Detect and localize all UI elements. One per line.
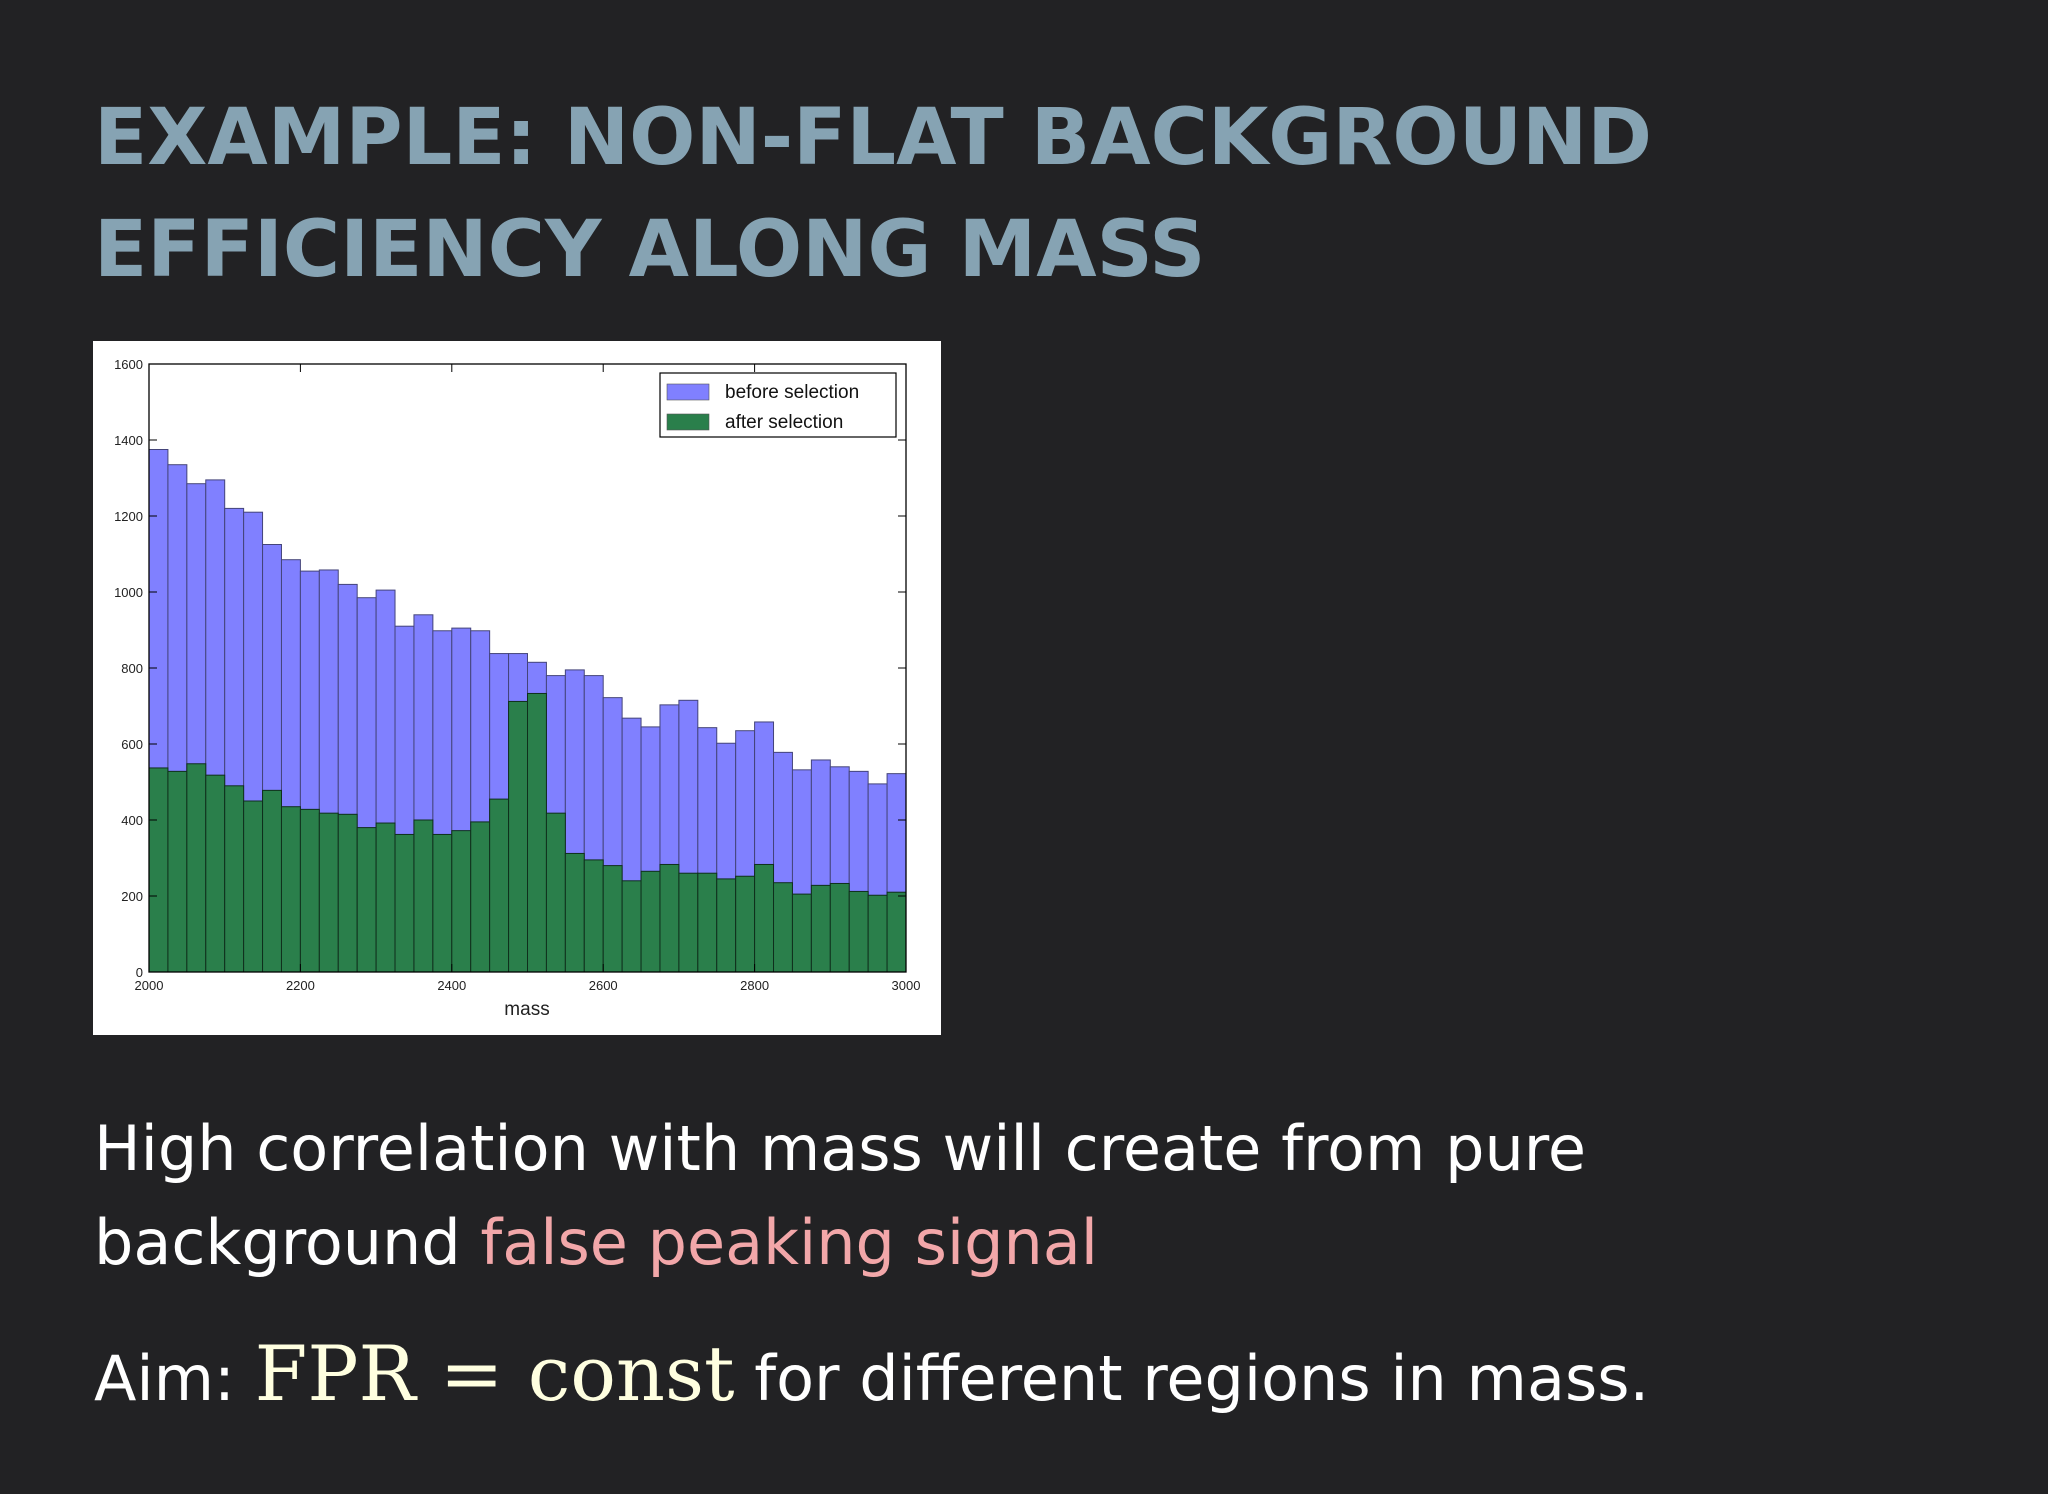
bar-after-11 [356, 827, 377, 973]
y-tick-label: 800 [121, 661, 143, 676]
x-tick-label: 2600 [589, 978, 618, 993]
body-line-2-prefix: background [94, 1206, 481, 1279]
y-tick-label: 1000 [114, 585, 143, 600]
math-const: const [527, 1329, 735, 1418]
y-tick-label: 400 [121, 813, 143, 828]
chart-legend: before selection after selection [659, 372, 897, 438]
highlight-false-peaking: false peaking signal [480, 1206, 1098, 1279]
bar-after-14 [413, 819, 434, 973]
bar-after-7 [280, 806, 301, 973]
bar-after-25 [621, 880, 642, 973]
bar-after-26 [640, 870, 661, 973]
bar-after-20 [527, 692, 547, 973]
bar-after-2 [186, 763, 207, 973]
bar-after-15 [432, 833, 453, 973]
x-tick-label: 2800 [740, 978, 769, 993]
legend-swatch-before [666, 383, 710, 401]
title-line-2: EFFICIENCY ALONG MASS [94, 205, 1206, 295]
bar-after-33 [773, 882, 793, 973]
bar-after-17 [470, 821, 491, 973]
y-tick-label: 0 [136, 965, 143, 980]
bar-after-35 [810, 884, 831, 973]
bar-after-1 [167, 770, 188, 973]
bar-after-34 [791, 893, 812, 973]
bar-after-5 [243, 800, 264, 973]
x-axis-label: mass [504, 999, 549, 1020]
axis-ticks: 0 200 400 600 800 1000 1200 1400 1600 2000 2200 240… [114, 357, 920, 993]
math-fpr: FPR [254, 1329, 416, 1418]
bar-after-13 [394, 833, 415, 973]
aim-prefix: Aim: [94, 1342, 255, 1415]
bar-after-36 [829, 882, 850, 973]
title-line-1: EXAMPLE: NON-FLAT BACKGROUND [94, 93, 1653, 183]
bar-after-10 [337, 813, 358, 973]
bar-after-18 [489, 798, 510, 973]
legend-swatch-after [666, 413, 710, 431]
bar-after-38 [867, 894, 888, 973]
bar-after-22 [564, 852, 585, 973]
bar-after-8 [299, 808, 320, 973]
bar-after-3 [205, 774, 226, 973]
y-tick-label: 600 [121, 737, 143, 752]
histogram-chart: 0 200 400 600 800 1000 1200 1400 1600 2000 2200 240… [93, 341, 941, 1035]
bar-after-28 [678, 872, 699, 973]
aim-suffix: for different regions in mass. [734, 1342, 1650, 1415]
y-tick-label: 1200 [114, 509, 143, 524]
bar-after-6 [262, 789, 282, 973]
bar-after-30 [716, 878, 737, 973]
bar-after-39 [886, 891, 907, 973]
bar-after-4 [224, 785, 245, 973]
bar-after-29 [697, 872, 718, 973]
math-equals: = [415, 1329, 528, 1418]
bar-after-19 [508, 700, 529, 973]
bar-after-23 [583, 859, 604, 973]
bar-after-27 [659, 863, 680, 973]
x-tick-label: 2200 [286, 978, 315, 993]
bar-after-24 [602, 865, 623, 973]
bar-after-37 [848, 890, 869, 973]
x-tick-label: 3000 [892, 978, 921, 993]
aim-paragraph: Aim: FPR = const for different regions i… [94, 1326, 1649, 1427]
bar-after-0 [148, 767, 169, 973]
bar-after-31 [735, 875, 756, 973]
bar-after-16 [451, 830, 472, 973]
bar-after-32 [754, 863, 775, 973]
legend-label-after: after selection [725, 412, 843, 433]
bar-after-21 [545, 812, 566, 973]
histogram-svg: 0 200 400 600 800 1000 1200 1400 1600 2000 2200 240… [114, 357, 920, 1020]
x-tick-label: 2400 [437, 978, 466, 993]
slide-title: EXAMPLE: NON-FLAT BACKGROUND EFFICIENCY … [94, 82, 1652, 306]
bar-after-12 [375, 822, 396, 973]
body-line-1: High correlation with mass will create f… [94, 1112, 1587, 1185]
y-tick-label: 1400 [114, 433, 143, 448]
x-tick-label: 2000 [135, 978, 164, 993]
y-tick-label: 200 [121, 889, 143, 904]
y-tick-label: 1600 [114, 357, 143, 372]
legend-label-before: before selection [725, 382, 859, 403]
bar-after-9 [318, 812, 339, 973]
body-paragraph: High correlation with mass will create f… [94, 1102, 1586, 1290]
